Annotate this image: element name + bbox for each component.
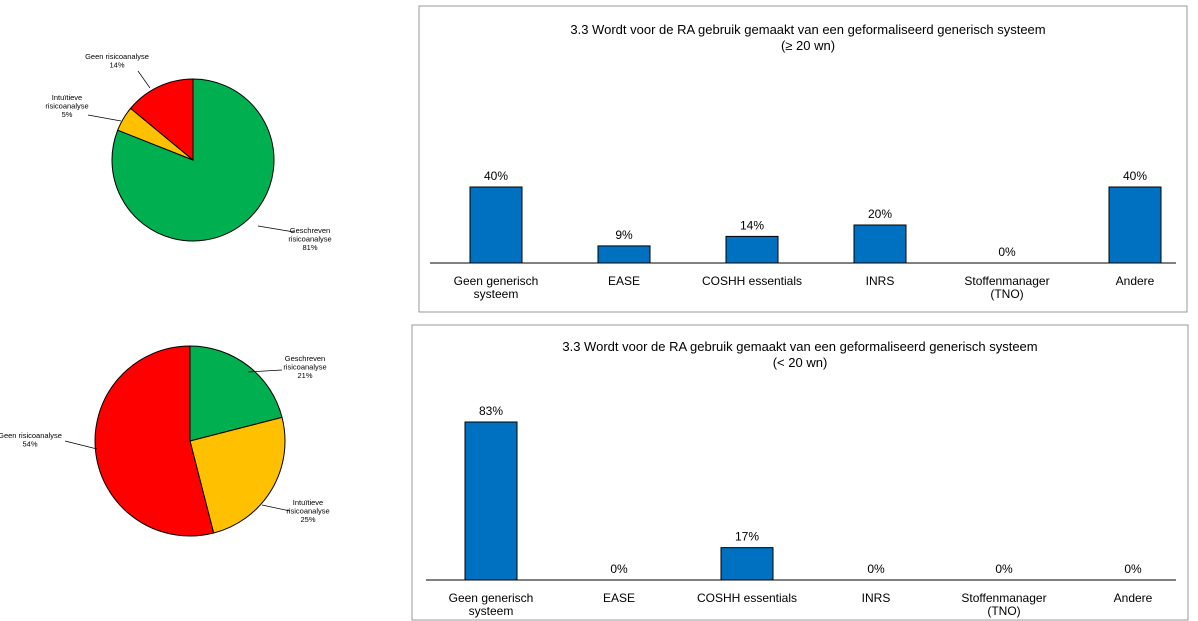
category-label: INRS bbox=[866, 274, 895, 288]
bar-value-label: 0% bbox=[867, 562, 885, 576]
category-label: Geen generisch bbox=[454, 274, 539, 288]
leader-line bbox=[257, 225, 295, 233]
bar bbox=[720, 547, 774, 581]
leader-line bbox=[137, 70, 151, 89]
category-label: (TNO) bbox=[990, 287, 1023, 301]
slice-label: Geen risicoanalyse bbox=[0, 431, 62, 440]
category-label: systeem bbox=[474, 287, 519, 301]
slice-label: Geen risicoanalyse bbox=[85, 52, 149, 61]
slice-label: risicoanalyse bbox=[286, 507, 329, 516]
category-label: Andere bbox=[1116, 274, 1155, 288]
leader-line bbox=[87, 114, 122, 122]
bar-chart-large-companies: 3.3 Wordt voor de RA gebruik gemaakt van… bbox=[418, 5, 1188, 313]
slice-percent: 14% bbox=[109, 61, 124, 70]
slice-percent: 81% bbox=[302, 243, 317, 252]
bar bbox=[853, 224, 907, 264]
category-label: INRS bbox=[862, 591, 891, 605]
pie-slice bbox=[129, 78, 194, 162]
slice-label: Geschreven bbox=[290, 226, 330, 235]
slice-label: Intuïtieve bbox=[293, 498, 323, 507]
slice-percent: 21% bbox=[297, 371, 312, 380]
chart-title: (≥ 20 wn) bbox=[781, 38, 835, 53]
pie-slice bbox=[94, 345, 215, 537]
category-label: COSHH essentials bbox=[702, 274, 802, 288]
chart-title: 3.3 Wordt voor de RA gebruik gemaakt van… bbox=[570, 22, 1045, 37]
chart-frame bbox=[411, 324, 1189, 621]
chart-frame bbox=[418, 5, 1188, 313]
bar-value-label: 0% bbox=[1124, 562, 1142, 576]
category-label: COSHH essentials bbox=[697, 591, 797, 605]
category-label: Andere bbox=[1114, 591, 1153, 605]
slice-percent: 25% bbox=[300, 515, 315, 524]
bar-value-label: 0% bbox=[610, 562, 628, 576]
slice-label: risicoanalyse bbox=[288, 235, 331, 244]
category-label: (TNO) bbox=[987, 604, 1020, 618]
pie-chart-small-companies: Geschrevenrisicoanalyse21%Intuïtieverisi… bbox=[0, 345, 330, 537]
bar-value-label: 40% bbox=[484, 169, 508, 183]
category-label: Geen generisch bbox=[449, 591, 534, 605]
bar-value-label: 9% bbox=[615, 228, 633, 242]
chart-title: 3.3 Wordt voor de RA gebruik gemaakt van… bbox=[562, 339, 1037, 354]
bar-value-label: 0% bbox=[995, 562, 1013, 576]
pie-chart-large-companies: Geschrevenrisicoanalyse81%Intuïtieverisi… bbox=[45, 52, 331, 252]
bar-value-label: 20% bbox=[868, 207, 892, 221]
leader-line bbox=[261, 504, 291, 512]
slice-percent: 5% bbox=[62, 110, 73, 119]
bar bbox=[725, 235, 779, 264]
leader-line bbox=[247, 369, 283, 373]
category-label: Stoffenmanager bbox=[964, 274, 1049, 288]
pie-slice bbox=[189, 345, 283, 442]
leader-line bbox=[64, 440, 98, 450]
bar bbox=[597, 245, 651, 264]
category-label: systeem bbox=[469, 604, 514, 618]
bar-value-label: 0% bbox=[998, 245, 1016, 259]
bar-value-label: 40% bbox=[1123, 169, 1147, 183]
category-label: EASE bbox=[608, 274, 640, 288]
bar bbox=[464, 421, 518, 581]
pie-slice bbox=[189, 416, 286, 534]
bar-value-label: 14% bbox=[740, 218, 764, 232]
bar-value-label: 17% bbox=[735, 530, 759, 544]
slice-label: risicoanalyse bbox=[283, 363, 326, 372]
bar-value-label: 83% bbox=[479, 404, 503, 418]
slice-label: risicoanalyse bbox=[45, 102, 88, 111]
bar bbox=[469, 186, 523, 264]
category-label: Stoffenmanager bbox=[961, 591, 1046, 605]
chart-title: (< 20 wn) bbox=[773, 355, 828, 370]
slice-label: Geschreven bbox=[285, 354, 325, 363]
slice-label: Intuïtieve bbox=[52, 93, 82, 102]
slice-percent: 54% bbox=[22, 440, 37, 449]
bar-chart-small-companies: 3.3 Wordt voor de RA gebruik gemaakt van… bbox=[411, 324, 1189, 621]
bar bbox=[1108, 186, 1162, 264]
category-label: EASE bbox=[603, 591, 635, 605]
